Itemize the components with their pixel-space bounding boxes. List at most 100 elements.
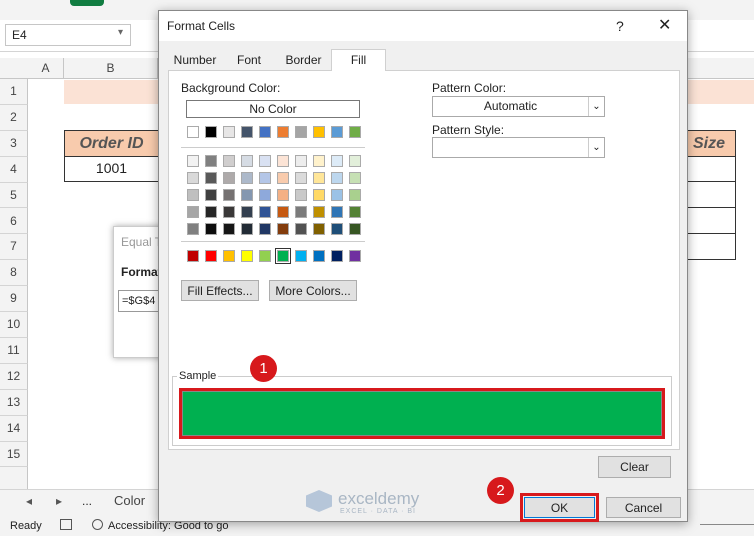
color-swatch[interactable] — [313, 189, 325, 201]
color-swatch[interactable] — [205, 172, 217, 184]
color-swatch[interactable] — [313, 155, 325, 167]
data-cell[interactable]: 1001 — [64, 156, 159, 182]
color-swatch[interactable] — [205, 250, 217, 262]
color-swatch[interactable] — [259, 172, 271, 184]
color-swatch[interactable] — [295, 189, 307, 201]
color-swatch[interactable] — [313, 206, 325, 218]
color-swatch[interactable] — [187, 223, 199, 235]
color-swatch[interactable] — [223, 189, 235, 201]
color-swatch[interactable] — [223, 172, 235, 184]
color-swatch[interactable] — [259, 250, 271, 262]
color-swatch[interactable] — [187, 172, 199, 184]
dialog-tab[interactable]: Number — [173, 53, 217, 67]
color-swatch[interactable] — [331, 189, 343, 201]
tab-scroll-left[interactable]: ◂ — [26, 494, 33, 508]
color-swatch[interactable] — [313, 223, 325, 235]
color-swatch[interactable] — [331, 206, 343, 218]
color-swatch[interactable] — [313, 126, 325, 138]
color-swatch[interactable] — [277, 206, 289, 218]
row-header[interactable]: 7 — [0, 234, 28, 261]
tab-scroll-right[interactable]: ▸ — [56, 494, 63, 508]
row-header[interactable]: 9 — [0, 286, 28, 313]
color-swatch[interactable] — [223, 206, 235, 218]
color-swatch[interactable] — [241, 126, 253, 138]
color-swatch[interactable] — [349, 172, 361, 184]
color-swatch[interactable] — [241, 250, 253, 262]
color-swatch[interactable] — [295, 223, 307, 235]
color-swatch[interactable] — [313, 172, 325, 184]
color-swatch[interactable] — [295, 172, 307, 184]
color-swatch[interactable] — [205, 155, 217, 167]
color-swatch[interactable] — [259, 189, 271, 201]
color-swatch[interactable] — [277, 223, 289, 235]
color-swatch[interactable] — [223, 126, 235, 138]
color-swatch[interactable] — [187, 126, 199, 138]
color-swatch[interactable] — [295, 250, 307, 262]
close-button[interactable]: ✕ — [658, 17, 672, 34]
color-swatch[interactable] — [205, 189, 217, 201]
no-color-button[interactable]: No Color — [186, 100, 360, 118]
color-swatch[interactable] — [349, 126, 361, 138]
color-swatch[interactable] — [241, 206, 253, 218]
row-header[interactable]: 2 — [0, 104, 28, 131]
color-swatch[interactable] — [331, 223, 343, 235]
color-swatch[interactable] — [223, 250, 235, 262]
color-swatch[interactable] — [187, 155, 199, 167]
fill-effects-button[interactable]: Fill Effects... — [181, 280, 259, 301]
help-button[interactable]: ? — [616, 18, 624, 34]
row-header[interactable]: 1 — [0, 79, 28, 105]
color-swatch[interactable] — [277, 250, 289, 262]
color-swatch[interactable] — [349, 206, 361, 218]
row-header[interactable]: 13 — [0, 389, 28, 416]
color-swatch[interactable] — [331, 126, 343, 138]
color-swatch[interactable] — [277, 126, 289, 138]
dialog-tab[interactable]: Fill — [350, 53, 367, 67]
color-swatch[interactable] — [223, 223, 235, 235]
color-swatch[interactable] — [349, 189, 361, 201]
row-header[interactable]: 3 — [0, 130, 28, 157]
row-header[interactable]: 4 — [0, 156, 28, 183]
color-swatch[interactable] — [241, 172, 253, 184]
color-swatch[interactable] — [277, 172, 289, 184]
row-header[interactable]: 12 — [0, 363, 28, 390]
pattern-style-combo[interactable] — [432, 137, 605, 158]
row-header[interactable]: 15 — [0, 441, 28, 468]
cancel-button[interactable]: Cancel — [606, 497, 681, 518]
name-box[interactable]: E4 — [5, 24, 131, 46]
color-swatch[interactable] — [277, 155, 289, 167]
dialog-tab[interactable]: Border — [285, 53, 322, 67]
row-header[interactable]: 14 — [0, 415, 28, 442]
color-swatch[interactable] — [241, 189, 253, 201]
row-header[interactable]: 8 — [0, 260, 28, 287]
color-swatch[interactable] — [187, 206, 199, 218]
color-swatch[interactable] — [187, 189, 199, 201]
clear-button[interactable]: Clear — [598, 456, 671, 478]
row-header[interactable]: 6 — [0, 208, 28, 235]
color-swatch[interactable] — [205, 126, 217, 138]
column-header[interactable]: A — [28, 58, 64, 79]
color-swatch[interactable] — [313, 250, 325, 262]
color-swatch[interactable] — [259, 223, 271, 235]
color-swatch[interactable] — [187, 250, 199, 262]
sheet-tab[interactable]: Color — [114, 493, 146, 508]
more-colors-button[interactable]: More Colors... — [269, 280, 357, 301]
color-swatch[interactable] — [295, 155, 307, 167]
color-swatch[interactable] — [277, 189, 289, 201]
color-swatch[interactable] — [331, 250, 343, 262]
color-swatch[interactable] — [295, 206, 307, 218]
color-swatch[interactable] — [241, 155, 253, 167]
zoom-slider[interactable] — [700, 524, 754, 525]
tab-more[interactable]: ... — [82, 494, 93, 508]
color-swatch[interactable] — [349, 250, 361, 262]
color-swatch[interactable] — [331, 172, 343, 184]
color-swatch[interactable] — [241, 223, 253, 235]
color-swatch[interactable] — [295, 126, 307, 138]
ok-button[interactable]: OK — [524, 497, 595, 518]
pattern-color-combo[interactable]: Automatic — [432, 96, 605, 117]
color-swatch[interactable] — [259, 206, 271, 218]
color-swatch[interactable] — [205, 223, 217, 235]
color-swatch[interactable] — [223, 155, 235, 167]
row-header[interactable]: 10 — [0, 312, 28, 338]
header-cell[interactable]: Order ID — [64, 130, 159, 157]
color-swatch[interactable] — [349, 155, 361, 167]
